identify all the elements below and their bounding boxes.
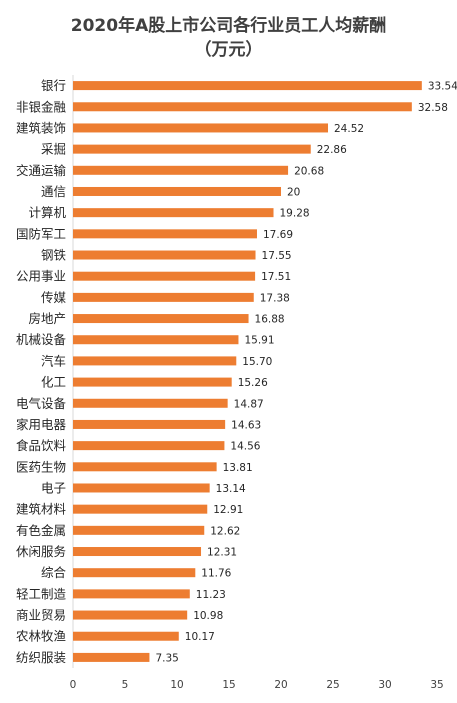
category-label: 采掘 <box>41 142 66 157</box>
category-label: 商业贸易 <box>16 608 66 623</box>
data-label: 15.70 <box>242 356 272 368</box>
bar <box>73 398 228 408</box>
x-tick-label: 35 <box>430 679 443 691</box>
category-label: 农林牧渔 <box>16 629 66 644</box>
x-tick-label: 25 <box>326 679 339 691</box>
bar <box>73 250 256 260</box>
category-label: 交通运输 <box>16 163 67 178</box>
bar <box>73 123 329 133</box>
bar <box>73 292 254 302</box>
bar <box>73 441 225 451</box>
category-label: 银行 <box>41 78 66 93</box>
data-label: 15.26 <box>238 377 268 389</box>
data-label: 12.62 <box>210 525 240 537</box>
category-label: 传媒 <box>41 290 67 305</box>
category-label: 房地产 <box>28 311 66 326</box>
category-label: 轻工制造 <box>16 586 67 601</box>
bar <box>73 419 226 429</box>
data-label: 12.31 <box>207 547 237 559</box>
bar <box>73 208 274 218</box>
bar <box>73 186 281 196</box>
category-label: 医药生物 <box>16 459 66 474</box>
category-label: 化工 <box>41 375 66 390</box>
data-label: 13.81 <box>223 462 253 474</box>
data-label: 17.69 <box>263 229 293 241</box>
bar <box>73 652 150 662</box>
data-label: 17.51 <box>261 271 291 283</box>
data-label: 20 <box>287 186 300 198</box>
bar <box>73 314 249 324</box>
category-label: 计算机 <box>28 205 66 220</box>
bar <box>73 568 196 578</box>
x-tick-label: 20 <box>274 679 287 691</box>
bar <box>73 102 412 112</box>
bar <box>73 335 239 345</box>
category-label: 食品饮料 <box>16 438 67 453</box>
bar <box>73 165 289 175</box>
category-label: 汽车 <box>41 353 66 368</box>
x-tick-label: 5 <box>122 679 129 691</box>
data-label: 10.17 <box>185 631 215 643</box>
x-tick-label: 30 <box>378 679 391 691</box>
data-label: 14.63 <box>231 419 261 431</box>
bar <box>73 525 205 535</box>
data-label: 32.58 <box>418 102 448 114</box>
data-label: 17.38 <box>260 292 290 304</box>
data-label: 22.86 <box>317 144 347 156</box>
bar <box>73 589 190 599</box>
bar <box>73 81 422 91</box>
category-label: 建筑材料 <box>16 502 67 517</box>
data-label: 11.23 <box>196 589 226 601</box>
category-label: 机械设备 <box>16 332 67 347</box>
data-label: 19.28 <box>280 208 310 220</box>
bar <box>73 229 257 239</box>
category-label: 电子 <box>41 480 66 495</box>
data-label: 14.87 <box>234 398 264 410</box>
data-label: 14.56 <box>230 441 260 453</box>
category-label: 通信 <box>41 184 66 199</box>
data-label: 7.35 <box>155 652 178 664</box>
bar <box>73 271 256 281</box>
category-label: 纺织服装 <box>16 650 66 665</box>
bar <box>73 356 237 366</box>
category-label: 建筑装饰 <box>16 120 66 135</box>
data-label: 12.91 <box>213 504 243 516</box>
x-tick-label: 10 <box>170 679 183 691</box>
bar <box>73 483 210 493</box>
category-label: 国防军工 <box>16 226 66 241</box>
data-label: 17.55 <box>262 250 292 262</box>
category-label: 电气设备 <box>16 396 67 411</box>
bar <box>73 462 217 472</box>
data-label: 16.88 <box>255 314 285 326</box>
x-tick-label: 15 <box>222 679 235 691</box>
bar <box>73 610 188 620</box>
category-label: 非银金融 <box>16 99 67 114</box>
data-label: 11.76 <box>201 568 231 580</box>
chart-title: 2020年A股上市公司各行业员工人均薪酬 <box>70 16 387 36</box>
bar <box>73 377 232 387</box>
category-label: 公用事业 <box>16 269 66 284</box>
data-label: 20.68 <box>294 165 324 177</box>
x-tick-label: 0 <box>70 679 77 691</box>
category-label: 综合 <box>41 565 67 580</box>
data-label: 15.91 <box>244 335 274 347</box>
data-label: 13.14 <box>216 483 246 495</box>
category-label: 有色金属 <box>16 523 66 538</box>
bar <box>73 631 179 641</box>
bar <box>73 504 208 514</box>
data-label: 24.52 <box>334 123 364 135</box>
bar <box>73 547 202 557</box>
category-label: 家用电器 <box>16 417 67 432</box>
bar <box>73 144 311 154</box>
category-label: 休闲服务 <box>16 544 66 559</box>
data-label: 33.54 <box>428 81 457 93</box>
category-label: 钢铁 <box>41 248 67 263</box>
data-label: 10.98 <box>193 610 223 622</box>
chart-title-block: 2020年A股上市公司各行业员工人均薪酬 （万元） <box>0 14 457 62</box>
chart-subtitle: （万元） <box>194 40 263 60</box>
